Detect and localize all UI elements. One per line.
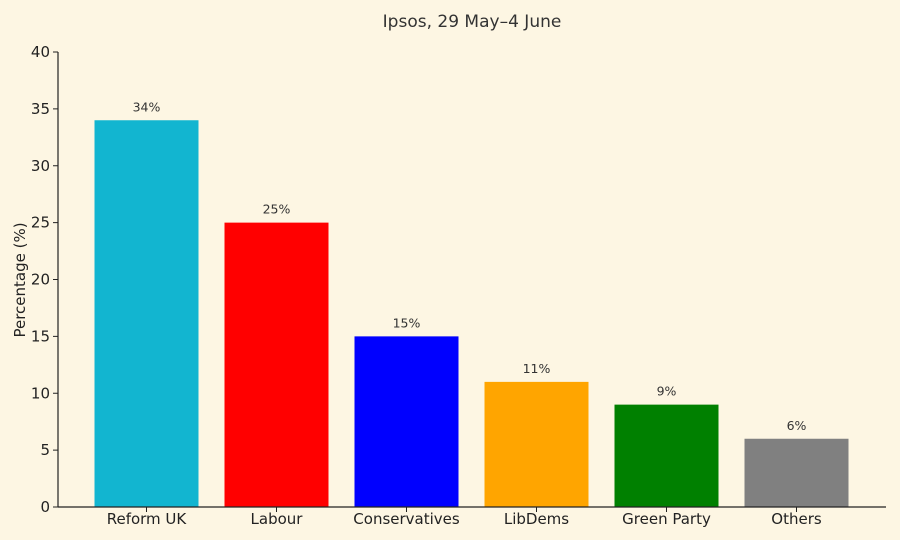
bar-reform-uk: [94, 120, 199, 507]
y-tick-label: 25: [31, 214, 50, 232]
y-tick-label: 0: [40, 498, 50, 516]
bar-value-label: 9%: [657, 384, 677, 399]
x-tick-label: Others: [771, 510, 822, 528]
bar-green-party: [614, 404, 719, 507]
x-axis: Reform UK Labour Conservatives LibDems Green…: [107, 507, 822, 528]
y-tick-label: 30: [31, 157, 50, 175]
y-tick-label: 10: [31, 384, 50, 402]
y-tick-label: 20: [31, 271, 50, 289]
y-tick-label: 15: [31, 327, 50, 345]
x-tick-label: Labour: [251, 510, 304, 528]
y-tick-label: 40: [31, 43, 50, 61]
bar-value-label: 15%: [393, 315, 421, 330]
bar-value-label: 25%: [263, 202, 291, 217]
x-tick-label: Reform UK: [107, 510, 188, 528]
y-tick-label: 35: [31, 100, 50, 118]
y-axis-label: Percentage (%): [11, 222, 29, 337]
chart-title: Ipsos, 29 May–4 June: [383, 12, 562, 32]
bar-others: [744, 438, 849, 507]
bar-value-label: 34%: [133, 99, 161, 114]
x-tick-label: Conservatives: [353, 510, 460, 528]
y-tick-label: 5: [40, 441, 50, 459]
bars-group: 34% 25% 15% 11% 9% 6%: [94, 99, 849, 507]
x-tick-label: LibDems: [504, 510, 569, 528]
y-axis: 0 5 10 15 20 25 30 35 40: [31, 43, 58, 516]
bar-labour: [224, 222, 329, 507]
x-tick-label: Green Party: [622, 510, 711, 528]
bar-conservatives: [354, 336, 459, 507]
bar-libdems: [484, 381, 589, 507]
bar-value-label: 6%: [787, 418, 807, 433]
bar-value-label: 11%: [523, 361, 551, 376]
